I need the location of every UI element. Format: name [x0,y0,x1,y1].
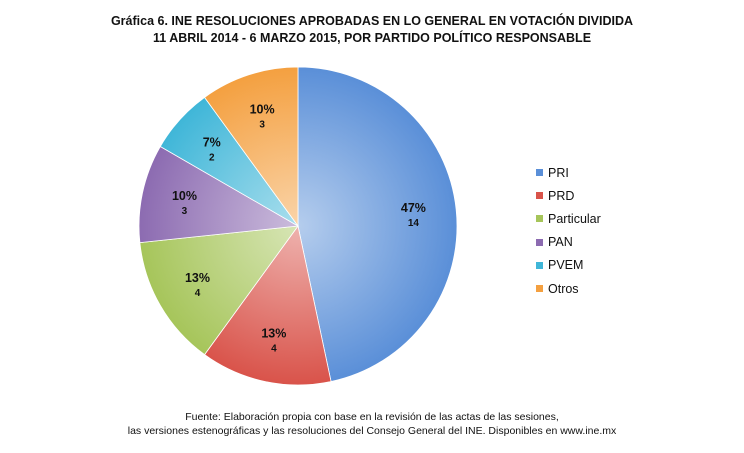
legend-label-pan: PAN [548,235,573,250]
slice-percent-label-otros: 10% [250,103,275,117]
legend-swatch-otros [536,285,543,293]
chart-title: Gráfica 6. INE RESOLUCIONES APROBADAS EN… [110,14,634,28]
pie-slice-prd [203,225,332,386]
slice-percent-label-pan: 10% [172,189,197,203]
source-note: Fuente: Elaboración propia con base en l… [0,410,744,438]
legend-item-pan: PAN [536,231,601,254]
chart-legend: PRI PRD Particular PAN PVEM Otros [536,161,601,300]
legend-label-particular: Particular [548,211,601,226]
chart-title-block: Gráfica 6. INE RESOLUCIONES APROBADAS EN… [0,13,744,47]
slice-percent-label-prd: 13% [261,327,286,341]
legend-item-prd: PRD [536,184,601,207]
slice-count-label-pri: 14 [408,218,420,229]
slice-percent-label-pvem: 7% [203,135,221,149]
chart-subtitle: 11 ABRIL 2014 - 6 MARZO 2015, POR PARTID… [152,31,592,45]
slice-percent-label-pri: 47% [401,201,426,215]
slice-count-label-otros: 3 [259,120,265,131]
legend-item-pri: PRI [536,161,601,184]
legend-swatch-pan [536,238,543,246]
source-line-1: Fuente: Elaboración propia con base en l… [185,411,559,423]
legend-label-prd: PRD [548,188,575,203]
legend-label-pvem: PVEM [548,258,584,273]
pie-slice-otros [203,66,299,228]
legend-swatch-particular [536,215,543,223]
pie-slice-particular [139,225,299,356]
slice-count-label-pan: 3 [182,206,188,217]
legend-item-particular: Particular [536,207,601,230]
slice-count-label-particular: 4 [195,288,201,299]
legend-swatch-pri [536,169,543,177]
slice-count-label-prd: 4 [271,344,277,355]
slice-percent-label-particular: 13% [185,271,210,285]
legend-swatch-prd [536,192,543,200]
slice-count-label-pvem: 2 [209,152,215,163]
source-line-2: las versiones estenográficas y las resol… [127,425,617,437]
legend-label-otros: Otros [548,281,579,296]
pie-slice-pri [297,66,458,383]
legend-item-pvem: PVEM [536,254,601,277]
legend-swatch-pvem [536,261,543,269]
legend-label-pri: PRI [548,165,569,180]
legend-item-otros: Otros [536,277,601,300]
pie-slice-pan [138,145,300,244]
